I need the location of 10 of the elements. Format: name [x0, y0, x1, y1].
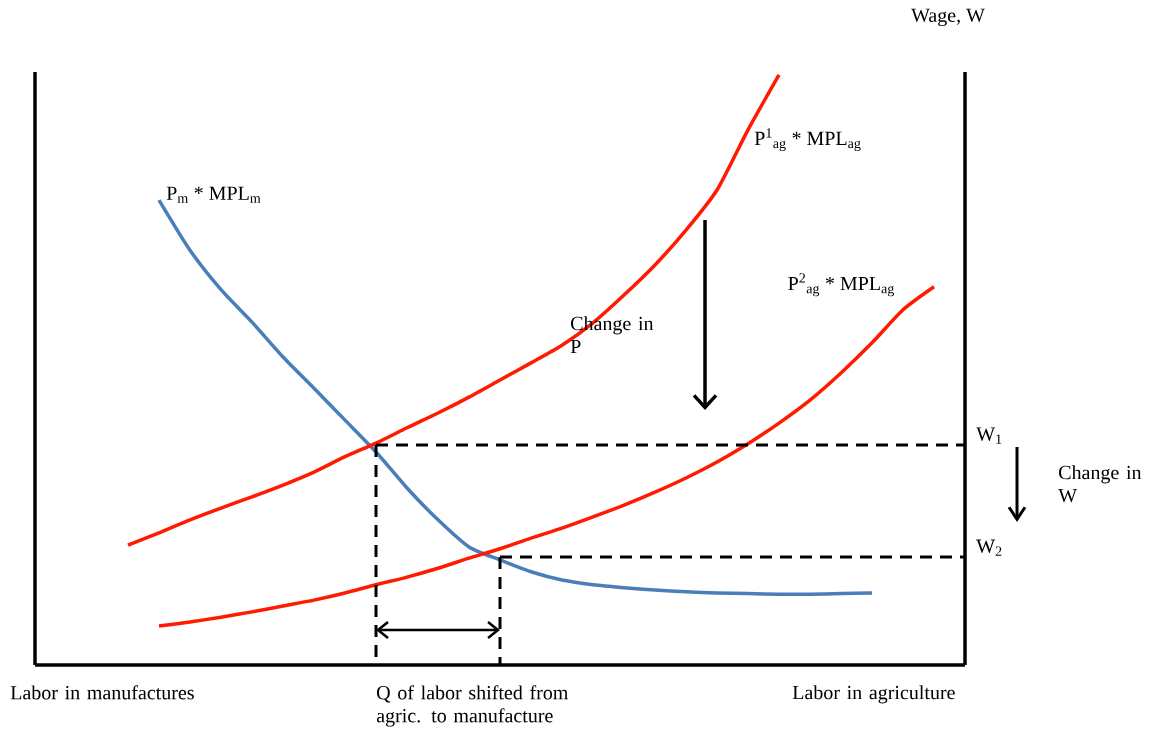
text: Q of labor shifted from agric. to manufacture	[376, 685, 569, 727]
series-label: P$^{1}$$_{ag}$ * MPL$_{ag}$	[754, 128, 861, 152]
text: Labor in manufactures	[10, 685, 194, 700]
ref-line-label: W$_{2}$	[976, 539, 1002, 556]
text: Labor in agriculture	[792, 685, 955, 704]
series-label: P$_{m}$ * MPL$_{m}$	[166, 186, 261, 203]
series-label: P$^{2}$$_{ag}$ * MPL$_{ag}$	[788, 273, 895, 297]
y-axis-title: Wage, W	[911, 8, 985, 27]
text: Change in W	[1058, 465, 1142, 503]
ref-line-label: W$_{1}$	[976, 427, 1002, 444]
